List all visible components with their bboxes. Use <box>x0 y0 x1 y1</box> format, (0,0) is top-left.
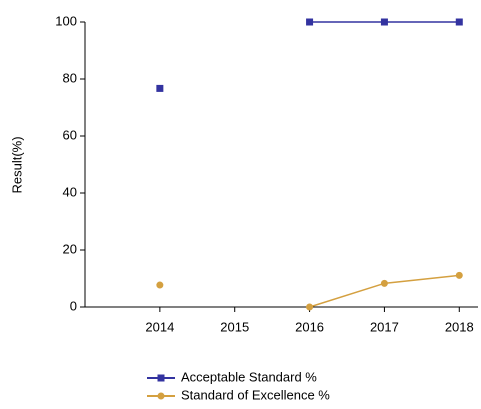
legend-marker <box>157 374 165 382</box>
data-point <box>306 303 314 311</box>
y-tick-label: 20 <box>63 241 77 256</box>
x-tick-label: 2018 <box>445 319 474 334</box>
data-point <box>455 18 463 26</box>
data-point <box>306 18 314 26</box>
x-tick-label: 2015 <box>220 319 249 334</box>
y-tick-label: 0 <box>70 298 77 313</box>
y-tick-label: 40 <box>63 184 77 199</box>
legend-label: Standard of Excellence % <box>181 387 330 402</box>
legend-marker <box>157 392 165 400</box>
legend-label: Acceptable Standard % <box>181 369 317 384</box>
data-point <box>455 271 463 279</box>
y-axis-label: Result(%) <box>9 136 24 193</box>
y-tick-label: 80 <box>63 70 77 85</box>
x-tick-label: 2017 <box>370 319 399 334</box>
data-point <box>156 84 164 92</box>
data-point <box>156 281 164 289</box>
x-tick-label: 2016 <box>295 319 324 334</box>
data-point <box>380 18 388 26</box>
y-tick-label: 100 <box>55 13 77 28</box>
x-tick-label: 2014 <box>145 319 174 334</box>
y-tick-label: 60 <box>63 127 77 142</box>
data-point <box>380 279 388 287</box>
